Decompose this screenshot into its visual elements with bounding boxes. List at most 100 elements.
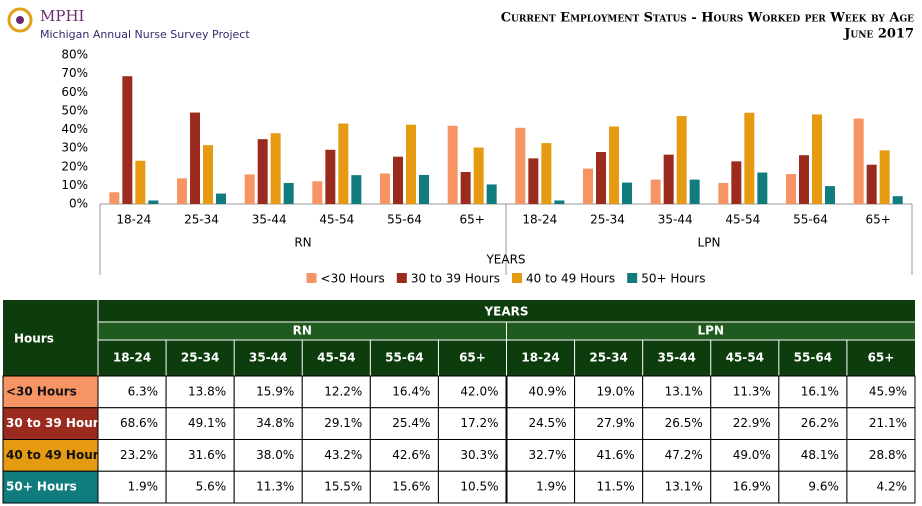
- table-cell: [233, 470, 303, 504]
- bar: [786, 174, 796, 204]
- table-value: 16.4%: [392, 384, 430, 398]
- table-value: 1.9%: [536, 480, 567, 494]
- table-value: 30.3%: [460, 448, 498, 462]
- table-cell: [165, 439, 235, 472]
- bar: [419, 174, 429, 204]
- bar: [270, 133, 281, 204]
- table-value: 27.9%: [597, 416, 635, 430]
- table-value: 34.8%: [256, 416, 294, 430]
- bar: [312, 181, 323, 204]
- table-value: 21.1%: [869, 416, 907, 430]
- bar: [257, 139, 268, 204]
- table-cell: [642, 407, 712, 440]
- table-value: 16.1%: [801, 384, 839, 398]
- bar: [393, 156, 403, 204]
- table-cell: [506, 375, 576, 409]
- bar: [541, 143, 552, 204]
- table-cell: [165, 470, 235, 504]
- table-col-header: 18-24: [521, 351, 559, 365]
- table-col-header: 45-54: [726, 351, 764, 365]
- bar: [718, 182, 729, 204]
- table-col-header: 35-44: [658, 351, 696, 365]
- x-tick-label: 35-44: [658, 213, 693, 227]
- bar: [447, 125, 458, 204]
- table-cell: [778, 439, 848, 472]
- bar: [689, 179, 700, 204]
- x-tick-label: 65+: [460, 213, 485, 227]
- y-tick-label: 40%: [61, 122, 88, 136]
- table-value: 23.2%: [120, 448, 158, 462]
- table-cell: [506, 439, 576, 472]
- bar: [406, 124, 416, 204]
- logo-icon: [7, 7, 33, 33]
- legend-swatch: [627, 273, 638, 283]
- table-row-label: <30 Hours: [6, 384, 77, 398]
- bar: [731, 161, 742, 204]
- table-value: 42.6%: [392, 448, 430, 462]
- y-tick-label: 10%: [61, 178, 88, 192]
- table-cell: [233, 407, 303, 440]
- table-cell: [437, 439, 507, 472]
- table-value: 49.1%: [188, 416, 226, 430]
- table-group-header: RN: [293, 324, 312, 338]
- table-value: 16.9%: [733, 480, 771, 494]
- table-cell: [369, 375, 439, 409]
- table-value: 10.5%: [460, 480, 498, 494]
- table-cell: [710, 407, 780, 440]
- bar: [528, 158, 539, 204]
- x-tick-label: 25-34: [184, 213, 219, 227]
- bar: [283, 182, 294, 204]
- table-cell: [97, 407, 167, 440]
- table-row-label: 30 to 39 Hours: [6, 416, 106, 430]
- chart-subtitle: June 2017: [843, 27, 914, 42]
- table-value: 5.6%: [196, 480, 227, 494]
- bar: [744, 112, 755, 204]
- bar: [825, 186, 835, 204]
- bar: [879, 150, 890, 204]
- x-tick-label: 45-54: [319, 213, 354, 227]
- table-value: 38.0%: [256, 448, 294, 462]
- table-col-header: 55-64: [794, 351, 832, 365]
- table-cell: [369, 470, 439, 504]
- bar: [244, 174, 255, 204]
- group-label: LPN: [698, 236, 721, 250]
- x-tick-label: 25-34: [590, 213, 625, 227]
- table-group-header: LPN: [698, 324, 724, 338]
- table-value: 26.5%: [665, 416, 703, 430]
- table-value: 4.2%: [877, 480, 908, 494]
- table-value: 11.3%: [256, 480, 294, 494]
- bar: [109, 192, 120, 204]
- table-value: 11.5%: [597, 480, 635, 494]
- table-value: 48.1%: [801, 448, 839, 462]
- table-value: 40.9%: [528, 384, 566, 398]
- x-tick-label: 18-24: [116, 213, 151, 227]
- table-value: 29.1%: [324, 416, 362, 430]
- bar: [380, 173, 390, 204]
- table-value: 31.6%: [188, 448, 226, 462]
- y-tick-label: 70%: [61, 66, 88, 80]
- table-value: 17.2%: [460, 416, 498, 430]
- logo-name: Michigan Annual Nurse Survey Project: [40, 28, 250, 41]
- table-row-label: 50+ Hours: [6, 480, 77, 494]
- table-value: 13.1%: [665, 480, 703, 494]
- x-tick-label: 65+: [866, 213, 891, 227]
- legend-label: <30 Hours: [321, 272, 385, 286]
- table-years-header: YEARS: [483, 305, 528, 319]
- x-tick-label: 55-64: [387, 213, 422, 227]
- table-row-header: [2, 375, 99, 409]
- bar: [460, 171, 471, 204]
- bar: [799, 155, 809, 204]
- table-col-header: 65+: [868, 351, 895, 365]
- bar: [866, 164, 877, 204]
- table-value: 15.5%: [324, 480, 362, 494]
- table-value: 25.4%: [392, 416, 430, 430]
- x-tick-label: 45-54: [725, 213, 760, 227]
- table-value: 47.2%: [665, 448, 703, 462]
- y-tick-label: 80%: [61, 48, 88, 62]
- table-cell: [437, 375, 507, 409]
- bar: [676, 116, 687, 204]
- y-tick-label: 0%: [69, 197, 88, 211]
- table-value: 11.3%: [733, 384, 771, 398]
- table-cell: [574, 470, 644, 504]
- bar: [486, 184, 497, 204]
